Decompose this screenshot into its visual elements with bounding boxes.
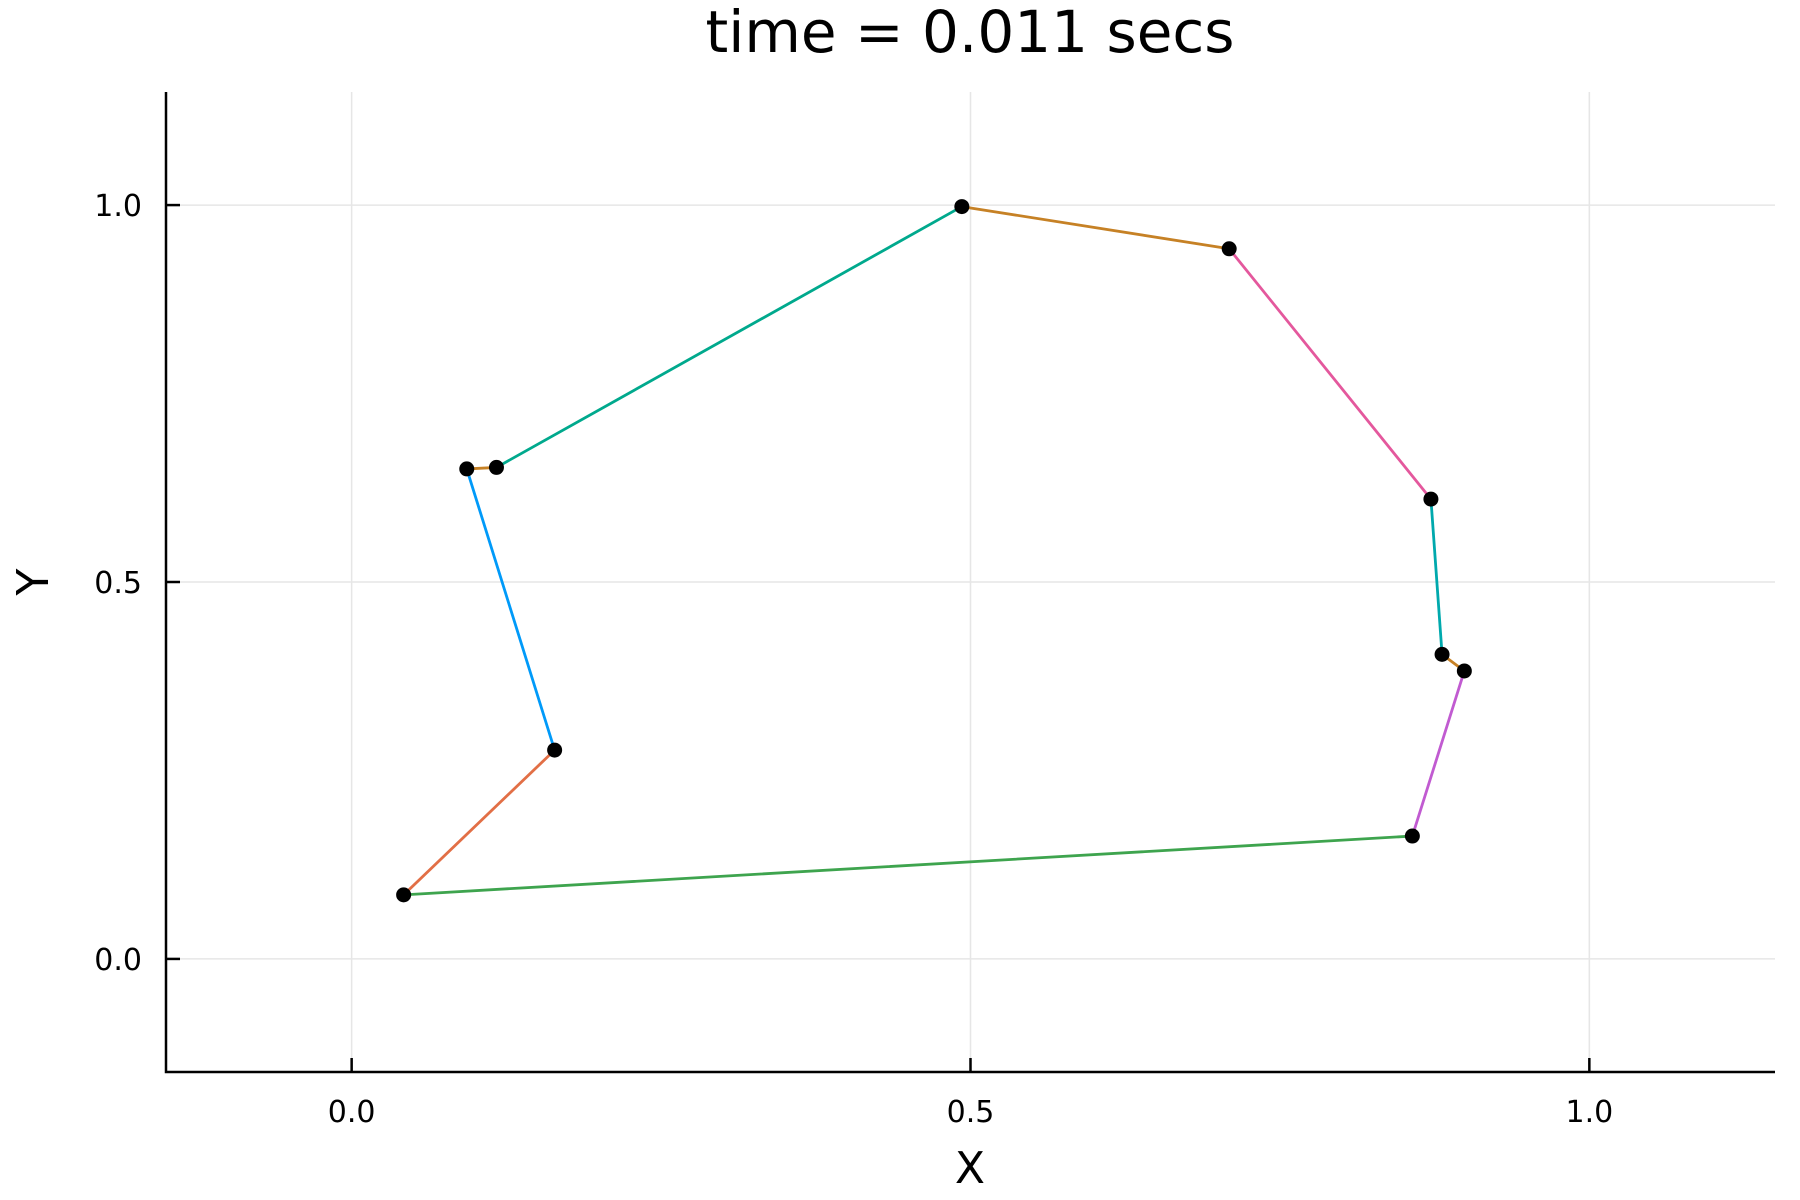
x-tick-label: 0.0 bbox=[328, 1095, 376, 1130]
series-layer bbox=[402, 205, 1466, 897]
segment-9 bbox=[1410, 669, 1466, 838]
data-point-9 bbox=[1456, 663, 1472, 679]
segment-7 bbox=[1429, 497, 1444, 656]
data-point-10 bbox=[1404, 828, 1420, 844]
data-point-1 bbox=[396, 887, 412, 903]
data-point-8 bbox=[1434, 646, 1450, 662]
segment-10 bbox=[402, 834, 1414, 897]
segment-2 bbox=[465, 467, 557, 752]
y-axis-label: Y bbox=[8, 568, 59, 596]
segment-5 bbox=[960, 205, 1231, 251]
data-point-5 bbox=[954, 199, 970, 215]
y-tick-label: 1.0 bbox=[94, 189, 142, 224]
grid-layer bbox=[166, 92, 1775, 1072]
segment-6 bbox=[1227, 247, 1433, 501]
segment-4 bbox=[495, 205, 964, 469]
axis-frame bbox=[164, 92, 1775, 1074]
x-axis-label: X bbox=[955, 1143, 985, 1194]
axes-layer bbox=[164, 92, 1775, 1074]
x-tick-label: 1.0 bbox=[1565, 1095, 1613, 1130]
chart-title: time = 0.011 secs bbox=[706, 0, 1235, 66]
y-tick-label: 0.0 bbox=[94, 943, 142, 978]
segment-1 bbox=[402, 748, 557, 897]
data-point-4 bbox=[488, 459, 504, 475]
x-tick-label: 0.5 bbox=[947, 1095, 995, 1130]
data-point-3 bbox=[459, 461, 475, 477]
data-point-2 bbox=[547, 742, 563, 758]
y-tick-label: 0.5 bbox=[94, 566, 142, 601]
data-point-7 bbox=[1423, 491, 1439, 507]
ticks-layer: 0.0 0.5 1.0 0.0 0.5 1.0 bbox=[94, 189, 1613, 1130]
points-layer bbox=[396, 199, 1472, 903]
data-point-6 bbox=[1221, 241, 1237, 257]
